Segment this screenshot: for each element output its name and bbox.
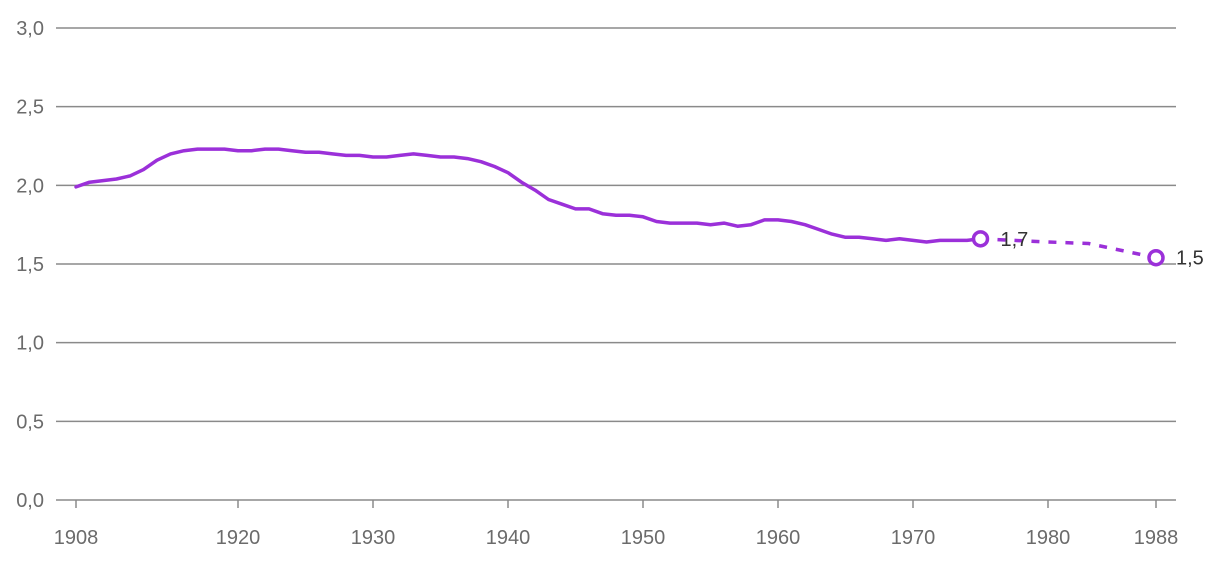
x-tick-label: 1970	[891, 527, 936, 549]
x-tick-label: 1908	[54, 527, 99, 549]
y-axis-ticks: 0,0 0,5 1,0 1,5 2,0 2,5 3,0	[16, 18, 44, 512]
y-tick-label: 1,5	[16, 254, 44, 276]
x-tick-label: 1930	[351, 527, 396, 549]
x-tick-label: 1960	[756, 527, 801, 549]
y-tick-label: 0,5	[16, 411, 44, 433]
data-label: 1,5	[1176, 248, 1204, 270]
y-tick-label: 2,0	[16, 175, 44, 197]
y-tick-label: 1,0	[16, 333, 44, 355]
x-tick-label: 1940	[486, 527, 531, 549]
y-tick-label: 0,0	[16, 490, 44, 512]
y-tick-label: 3,0	[16, 18, 44, 40]
data-label: 1,7	[1001, 229, 1029, 251]
data-point-marker	[1147, 248, 1165, 267]
x-tick-label: 1950	[621, 527, 666, 549]
data-point-marker	[971, 230, 990, 248]
x-axis: 1908 1920 1930 1940 1950 1960 1970 1980 1988	[54, 499, 1179, 549]
gridlines	[56, 27, 1176, 423]
series-line-projection	[980, 237, 1157, 260]
x-tick-label: 1988	[1134, 527, 1179, 549]
x-tick-label: 1920	[216, 527, 261, 549]
x-tick-label: 1980	[1026, 527, 1071, 549]
series-lines	[74, 147, 1157, 260]
endpoint-markers: 1,7 1,5	[971, 229, 1204, 270]
y-tick-label: 2,5	[16, 97, 44, 119]
series-line-historical	[74, 147, 983, 244]
